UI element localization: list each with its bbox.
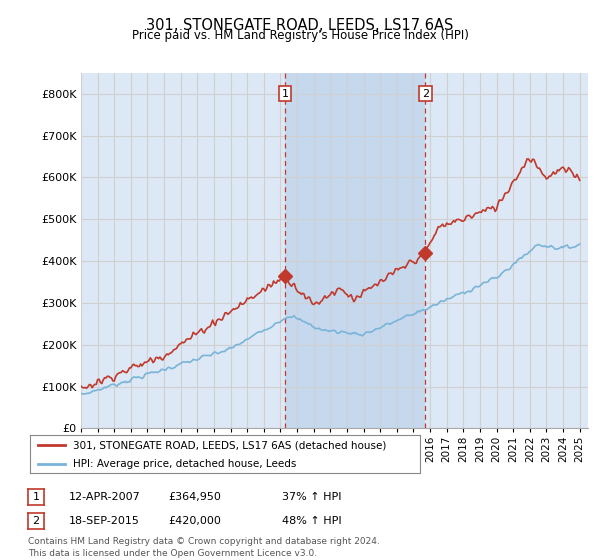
- Text: 1: 1: [281, 88, 289, 99]
- Text: 301, STONEGATE ROAD, LEEDS, LS17 6AS: 301, STONEGATE ROAD, LEEDS, LS17 6AS: [146, 18, 454, 32]
- Text: Price paid vs. HM Land Registry's House Price Index (HPI): Price paid vs. HM Land Registry's House …: [131, 29, 469, 43]
- Text: 37% ↑ HPI: 37% ↑ HPI: [282, 492, 341, 502]
- Text: 1: 1: [32, 492, 40, 502]
- Text: £420,000: £420,000: [168, 516, 221, 526]
- Text: 12-APR-2007: 12-APR-2007: [69, 492, 141, 502]
- Text: 2: 2: [32, 516, 40, 526]
- Text: £364,950: £364,950: [168, 492, 221, 502]
- Text: 18-SEP-2015: 18-SEP-2015: [69, 516, 140, 526]
- Text: 301, STONEGATE ROAD, LEEDS, LS17 6AS (detached house): 301, STONEGATE ROAD, LEEDS, LS17 6AS (de…: [73, 440, 386, 450]
- Text: 48% ↑ HPI: 48% ↑ HPI: [282, 516, 341, 526]
- Text: 2: 2: [422, 88, 429, 99]
- Bar: [285, 73, 425, 428]
- Text: Contains HM Land Registry data © Crown copyright and database right 2024.
This d: Contains HM Land Registry data © Crown c…: [28, 537, 379, 558]
- Text: HPI: Average price, detached house, Leeds: HPI: Average price, detached house, Leed…: [73, 459, 296, 469]
